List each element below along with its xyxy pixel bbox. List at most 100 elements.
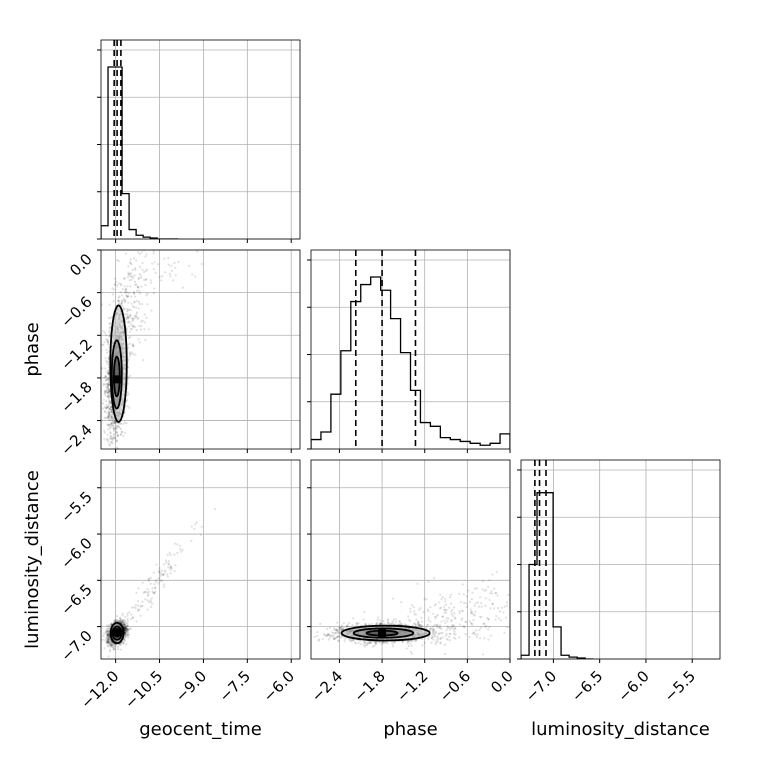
sample-point — [107, 640, 110, 644]
sample-point — [112, 421, 115, 424]
sample-point — [134, 283, 137, 286]
sample-point — [119, 453, 121, 455]
sample-point — [114, 436, 117, 439]
sample-point — [383, 622, 386, 626]
sample-point — [154, 590, 157, 593]
scatter-geocent_time-vs-luminosity_distance-points — [101, 508, 217, 658]
sample-point — [126, 343, 129, 346]
sample-point — [169, 553, 172, 557]
sample-point — [107, 371, 110, 374]
sample-point — [164, 570, 167, 574]
sample-point — [107, 373, 110, 376]
sample-point — [106, 632, 109, 636]
sample-point — [162, 585, 165, 588]
sample-point — [373, 644, 376, 648]
sample-point — [107, 358, 110, 361]
sample-point — [108, 326, 111, 329]
sample-point — [337, 639, 340, 642]
sample-point — [374, 641, 377, 644]
sample-point — [107, 384, 110, 388]
sample-point — [139, 614, 142, 617]
sample-point — [145, 294, 148, 297]
sample-point — [140, 285, 143, 288]
sample-point — [125, 290, 128, 293]
sample-point — [336, 628, 339, 632]
sample-point — [107, 636, 111, 639]
sample-point — [153, 287, 156, 290]
sample-point — [374, 643, 377, 646]
sample-point — [141, 303, 144, 306]
sample-point — [129, 261, 132, 264]
sample-point — [110, 450, 112, 452]
sample-point — [366, 643, 369, 646]
sample-point — [160, 279, 163, 282]
scatter-geocent_time-vs-luminosity_distance — [97, 459, 301, 663]
sample-point — [108, 626, 111, 629]
sample-point — [110, 454, 112, 456]
sample-point — [127, 273, 130, 276]
sample-point — [105, 370, 108, 373]
sample-point — [125, 295, 128, 298]
scatter-geocent_time-vs-luminosity_distance-frame — [100, 459, 301, 660]
sample-point — [167, 563, 170, 566]
sample-point — [153, 261, 156, 264]
sample-point — [376, 621, 379, 624]
sample-point — [387, 618, 390, 621]
sample-point — [128, 325, 131, 328]
sample-point — [125, 629, 128, 632]
sample-point — [123, 638, 126, 641]
sample-point — [117, 620, 120, 623]
sample-point — [342, 622, 345, 625]
sample-point — [142, 591, 145, 595]
sample-point — [129, 275, 133, 278]
sample-point — [417, 623, 420, 626]
contour-1 — [111, 625, 123, 641]
sample-point — [107, 363, 110, 366]
sample-point — [326, 634, 329, 637]
sample-point — [105, 359, 108, 363]
sample-point — [109, 425, 112, 429]
sample-point — [107, 396, 110, 399]
sample-point — [108, 346, 111, 349]
sample-point — [139, 604, 143, 607]
sample-point — [158, 276, 161, 279]
sample-point — [177, 261, 180, 264]
sample-point — [125, 629, 128, 632]
sample-point — [108, 643, 111, 646]
sample-point — [108, 303, 111, 306]
sample-point — [137, 277, 140, 280]
sample-point — [131, 320, 134, 323]
sample-point — [107, 372, 110, 375]
sample-point — [345, 625, 348, 629]
sample-point — [125, 626, 128, 630]
sample-point — [141, 604, 144, 608]
sample-point — [127, 271, 130, 274]
sample-point — [105, 641, 109, 644]
sample-point — [448, 632, 451, 636]
sample-point — [119, 643, 122, 646]
sample-point — [121, 288, 124, 291]
sample-point — [104, 407, 107, 410]
sample-point — [143, 270, 146, 274]
sample-point — [161, 275, 164, 278]
sample-point — [109, 408, 112, 411]
sample-point — [128, 355, 131, 358]
sample-point — [111, 410, 114, 413]
sample-point — [123, 285, 126, 288]
sample-point — [139, 605, 142, 608]
sample-point — [106, 630, 109, 633]
sample-point — [107, 383, 110, 386]
sample-point — [123, 307, 126, 310]
sample-point — [106, 633, 109, 637]
sample-point — [126, 376, 130, 380]
sample-point — [110, 415, 113, 418]
sample-point — [346, 624, 349, 627]
sample-point — [132, 290, 135, 293]
sample-point — [340, 635, 343, 638]
scatter-geocent_time-vs-luminosity_distance-background — [101, 460, 300, 659]
sample-point — [188, 264, 191, 267]
sample-point — [126, 405, 129, 408]
sample-point — [105, 348, 108, 351]
sample-point — [407, 640, 410, 644]
sample-point — [121, 614, 124, 617]
